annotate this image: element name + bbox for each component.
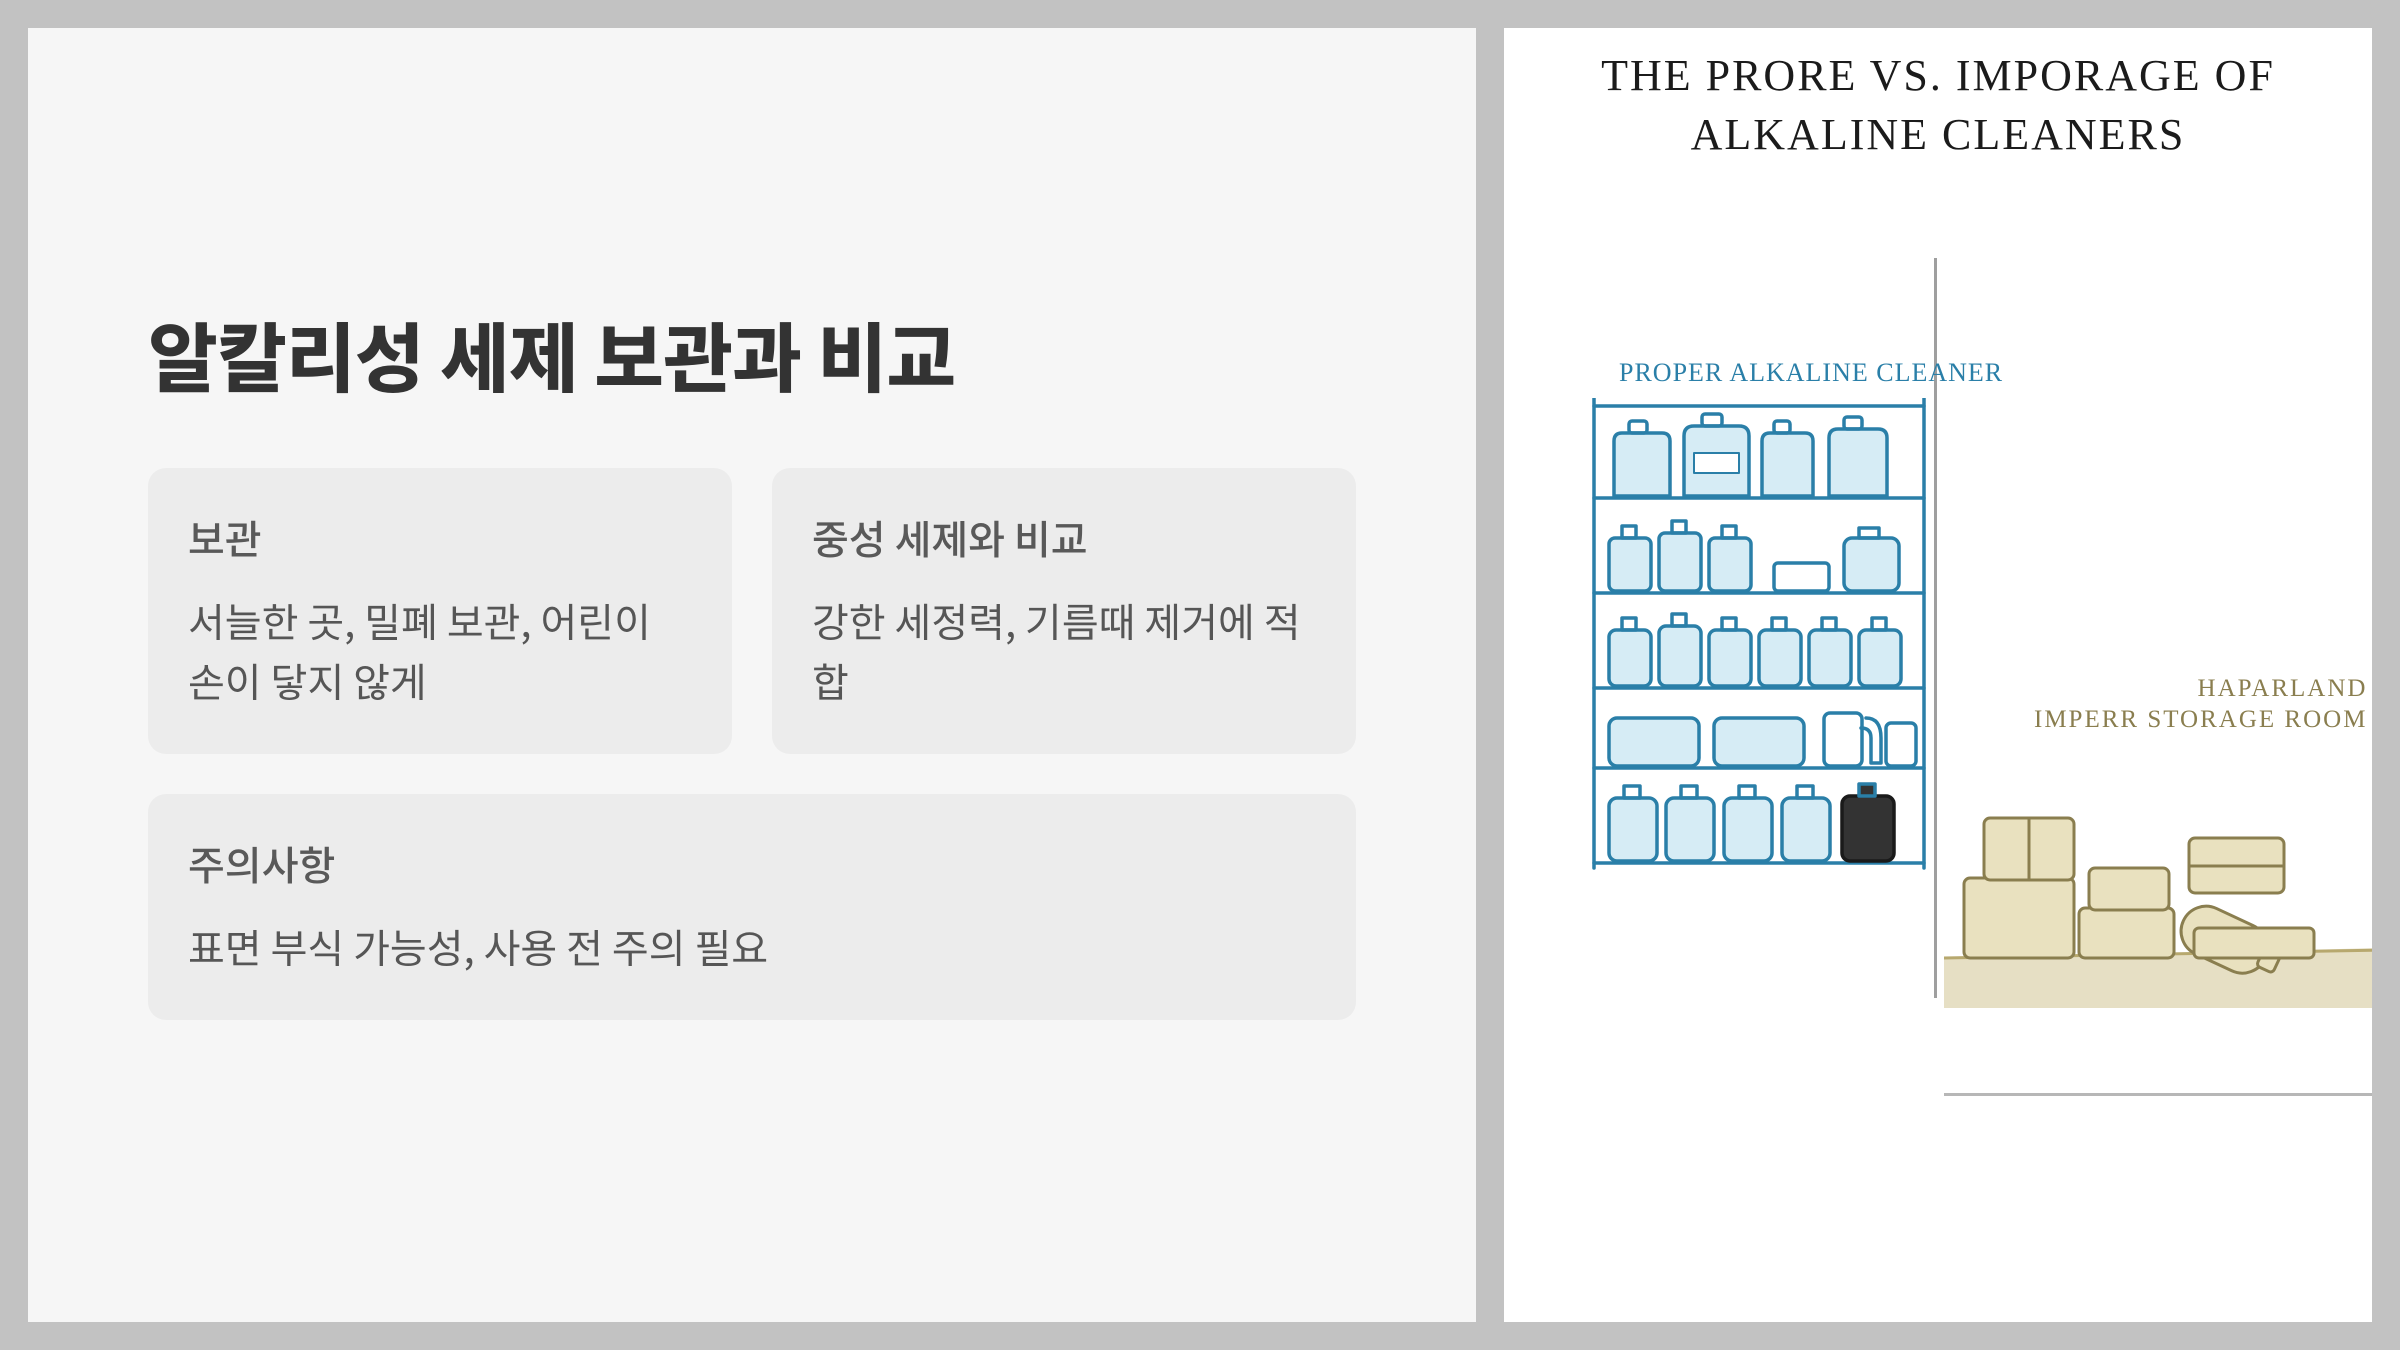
proper-storage-label: PROPER ALKALINE CLEANER — [1619, 358, 2003, 388]
card-title: 주의사항 — [188, 834, 1316, 892]
card-comparison: 중성 세제와 비교 강한 세정력, 기름때 제거에 적합 — [772, 468, 1356, 754]
card-title: 보관 — [188, 508, 692, 566]
proper-shelf-illustration — [1574, 398, 1944, 878]
improper-storage-label: HAPARLAND IMPERR STORAGE ROOM — [2034, 673, 2367, 736]
card-grid-top: 보관 서늘한 곳, 밀폐 보관, 어린이 손이 닿지 않게 중성 세제와 비교 … — [148, 468, 1356, 1020]
left-content-panel: 알칼리성 세제 보관과 비교 보관 서늘한 곳, 밀폐 보관, 어린이 손이 닿… — [0, 0, 1490, 1350]
card-caution: 주의사항 표면 부식 가능성, 사용 전 주의 필요 — [148, 794, 1356, 1020]
illustration-title: THE PRORE VS. IMPORAGE OF ALKALINE CLEAN… — [1504, 46, 2372, 165]
right-illustration-panel: THE PRORE VS. IMPORAGE OF ALKALINE CLEAN… — [1490, 0, 2400, 1350]
page-title: 알칼리성 세제 보관과 비교 — [148, 298, 1356, 408]
card-body: 표면 부식 가능성, 사용 전 주의 필요 — [188, 916, 1316, 976]
card-body: 서늘한 곳, 밀폐 보관, 어린이 손이 닿지 않게 — [188, 590, 692, 710]
card-body: 강한 세정력, 기름때 제거에 적합 — [812, 590, 1316, 710]
ground-line — [1944, 1093, 2384, 1096]
card-title: 중성 세제와 비교 — [812, 508, 1316, 566]
improper-pile-illustration — [1944, 778, 2384, 1008]
card-storage: 보관 서늘한 곳, 밀폐 보관, 어린이 손이 닿지 않게 — [148, 468, 732, 754]
